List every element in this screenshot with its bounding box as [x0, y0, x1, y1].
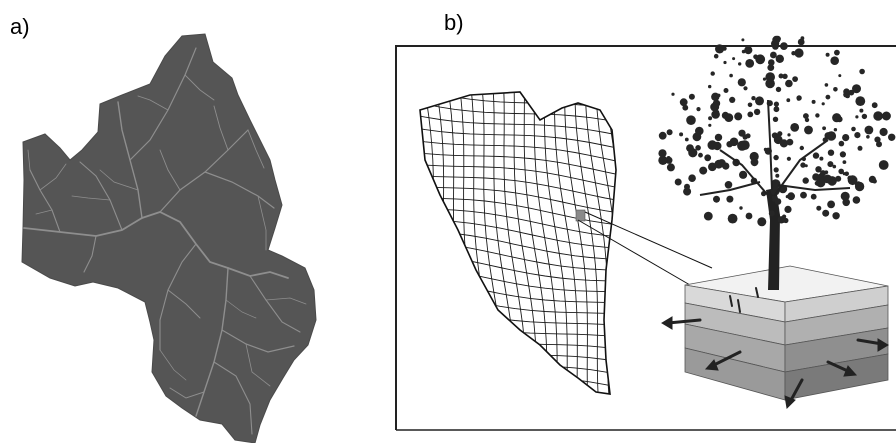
panel-b-label: b) [444, 10, 464, 35]
catchment-mesh [419, 91, 617, 395]
tree-illustration [658, 35, 896, 290]
panel-a-label: a) [10, 14, 30, 39]
panel-b-frame [395, 45, 896, 430]
soil-column-block [684, 265, 889, 401]
stream-network [23, 47, 307, 435]
flux-arrows [661, 287, 889, 410]
highlighted-cell [575, 209, 586, 222]
